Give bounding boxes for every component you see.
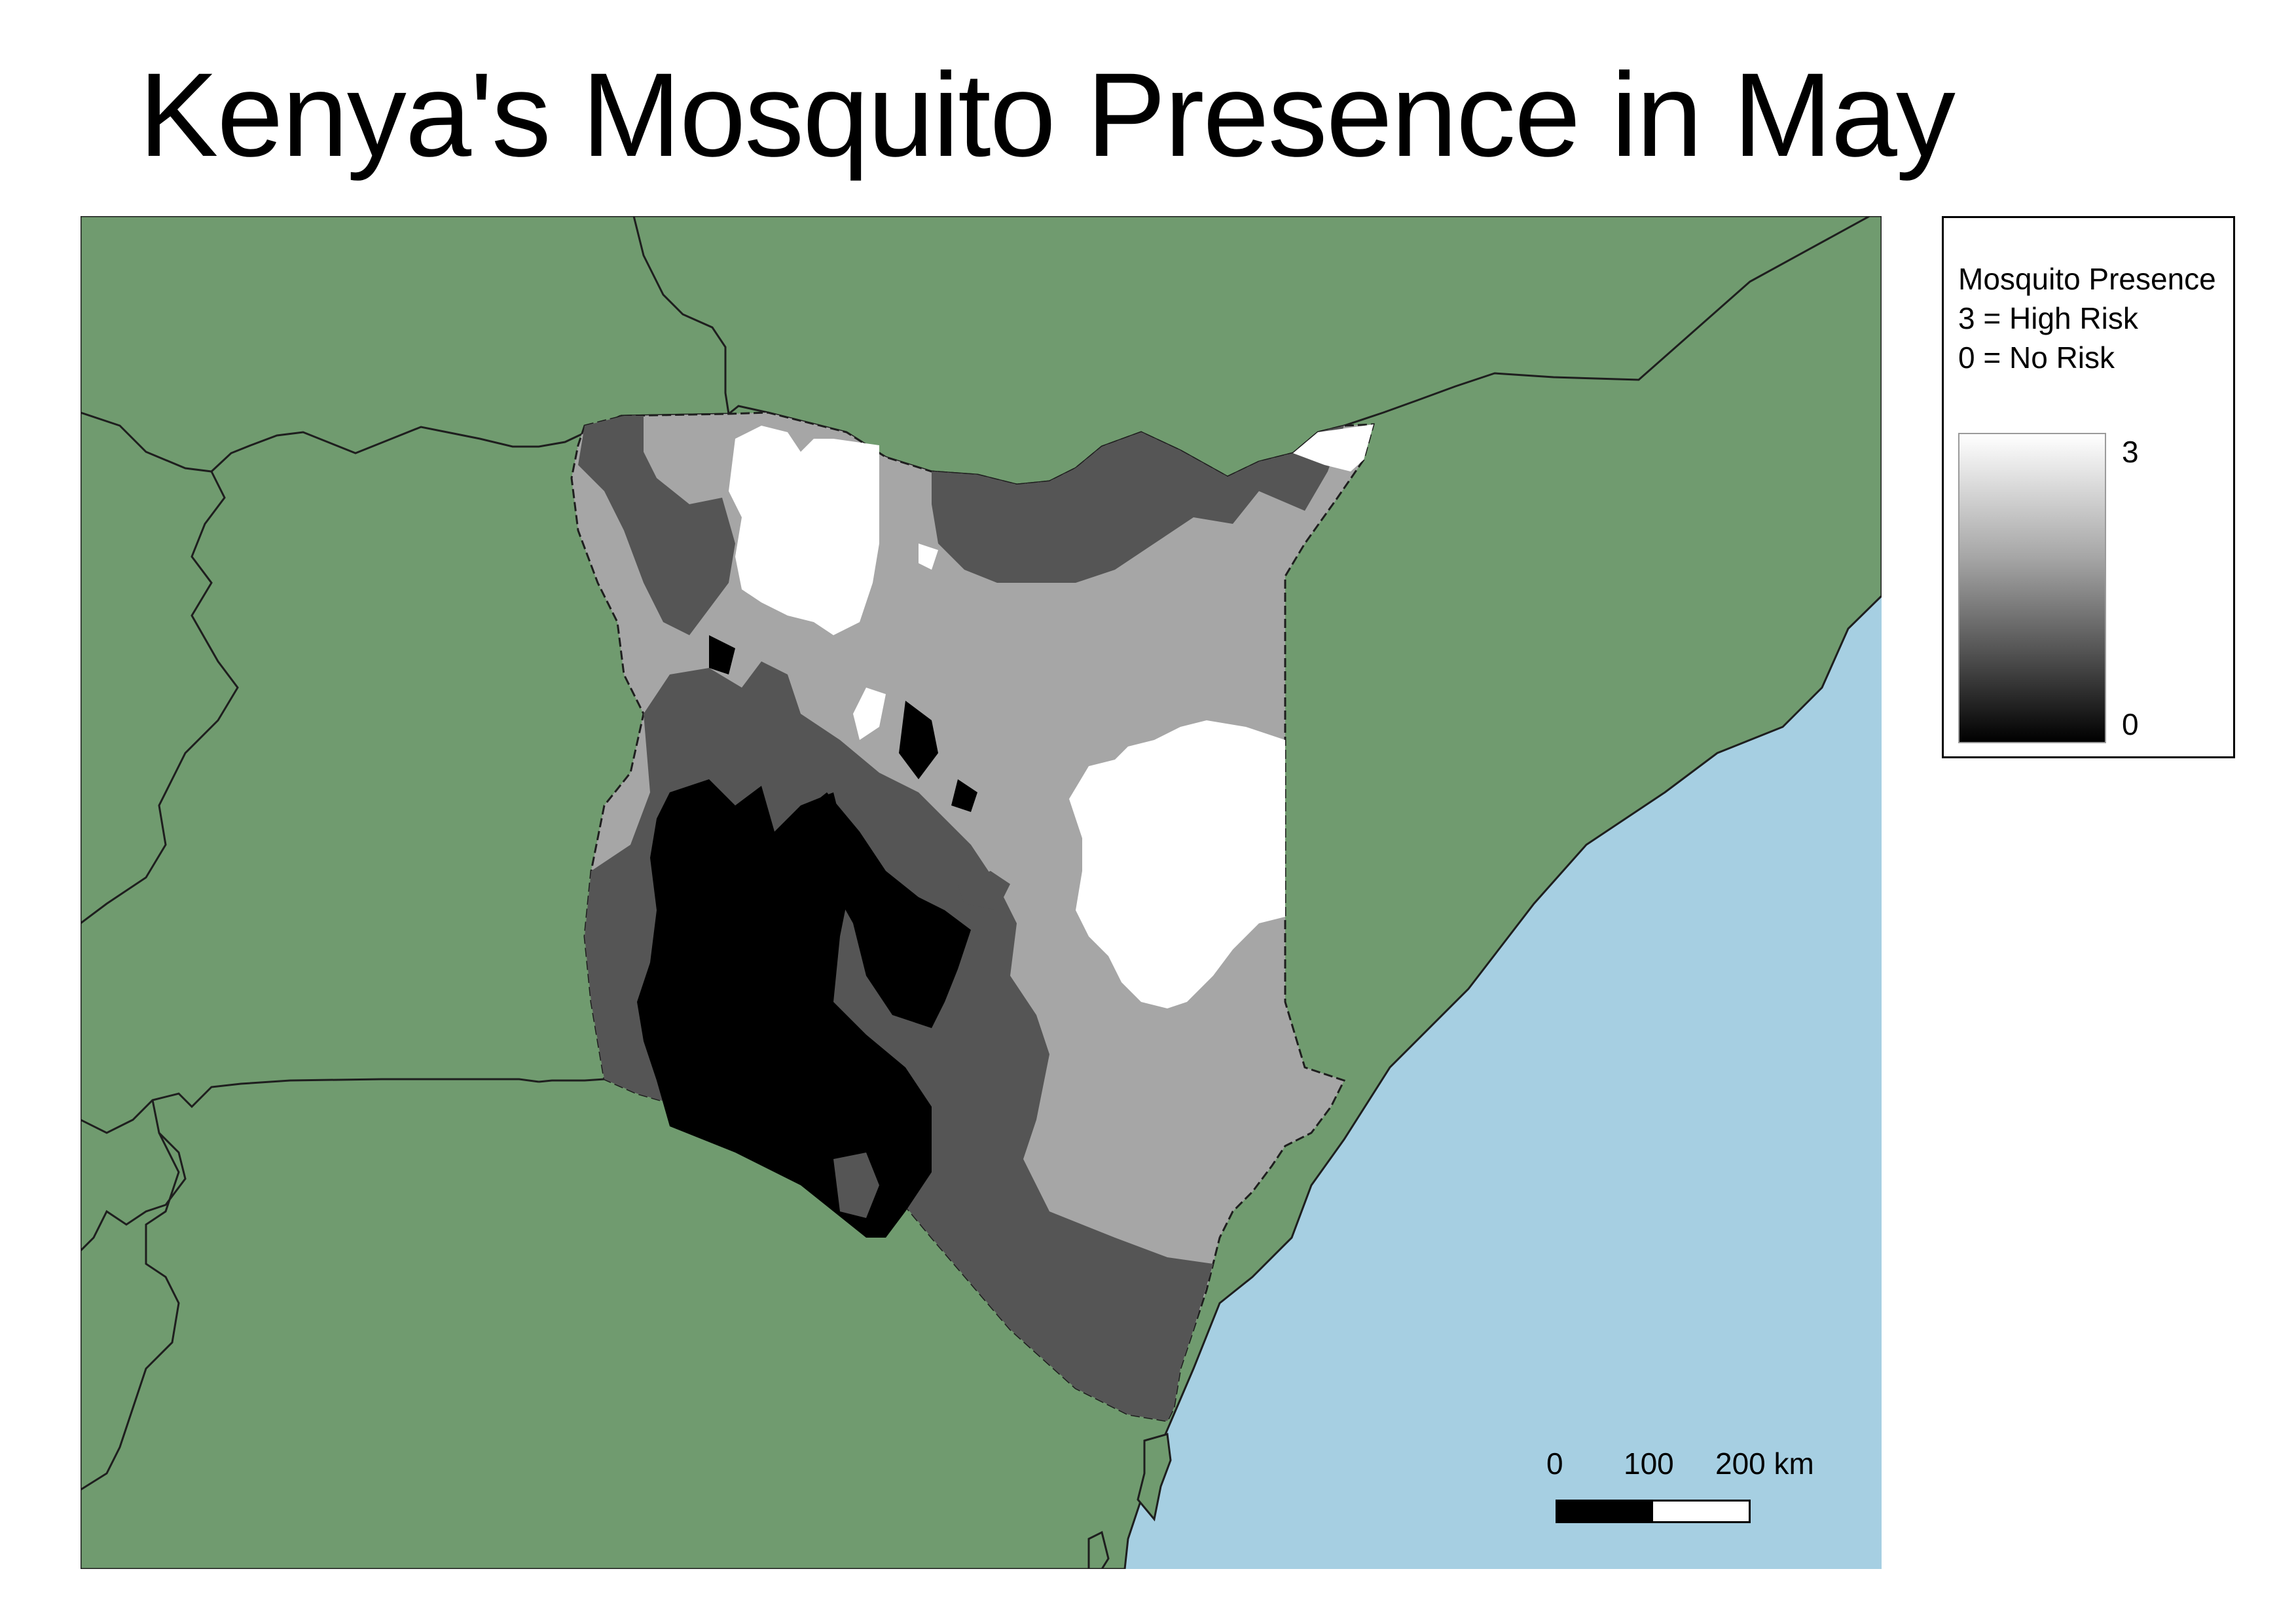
risk-3-zone xyxy=(853,688,886,740)
risk-3-zone xyxy=(729,426,879,635)
scale-bar xyxy=(1556,1500,1751,1523)
scale-bar-segment-dark xyxy=(1558,1502,1653,1521)
risk-3-zone xyxy=(919,544,938,570)
risk-0-zone xyxy=(794,792,971,1028)
scale-bar-segment-light xyxy=(1653,1502,1749,1521)
legend: Mosquito Presence 3 = High Risk 0 = No R… xyxy=(1942,216,2235,758)
risk-1-zone xyxy=(932,426,1344,583)
island xyxy=(1087,1530,1110,1569)
risk-1-zone xyxy=(833,1153,879,1218)
page-title: Kenya's Mosquito Presence in May xyxy=(139,48,1956,181)
risk-0-zone xyxy=(899,701,938,779)
legend-ramp-min-label: 0 xyxy=(2122,707,2139,741)
legend-ramp-max-label: 3 xyxy=(2122,435,2139,469)
island xyxy=(1137,1433,1172,1522)
scale-bar-label-100: 100 xyxy=(1624,1447,1674,1481)
map-canvas[interactable] xyxy=(81,216,1882,1569)
legend-no-risk-label: 0 = No Risk xyxy=(1958,341,2115,375)
risk-3-zone xyxy=(1069,720,1285,1008)
kenya-risk-raster xyxy=(570,411,1375,1422)
risk-0-zone xyxy=(637,779,932,1238)
legend-heading: Mosquito Presence xyxy=(1958,262,2216,296)
risk-1-zone xyxy=(958,871,1010,910)
risk-3-zone xyxy=(1293,424,1374,471)
risk-2-zone xyxy=(984,635,1036,688)
scale-bar-label-200km: 200 km xyxy=(1715,1447,1814,1481)
legend-color-ramp xyxy=(1958,433,2106,743)
scale-bar-label-0: 0 xyxy=(1546,1447,1563,1481)
legend-high-risk-label: 3 = High Risk xyxy=(1958,301,2138,335)
risk-1-zone xyxy=(578,416,735,635)
risk-0-zone xyxy=(709,635,735,674)
risk-0-zone xyxy=(951,779,977,812)
map-frame[interactable] xyxy=(81,216,1882,1569)
